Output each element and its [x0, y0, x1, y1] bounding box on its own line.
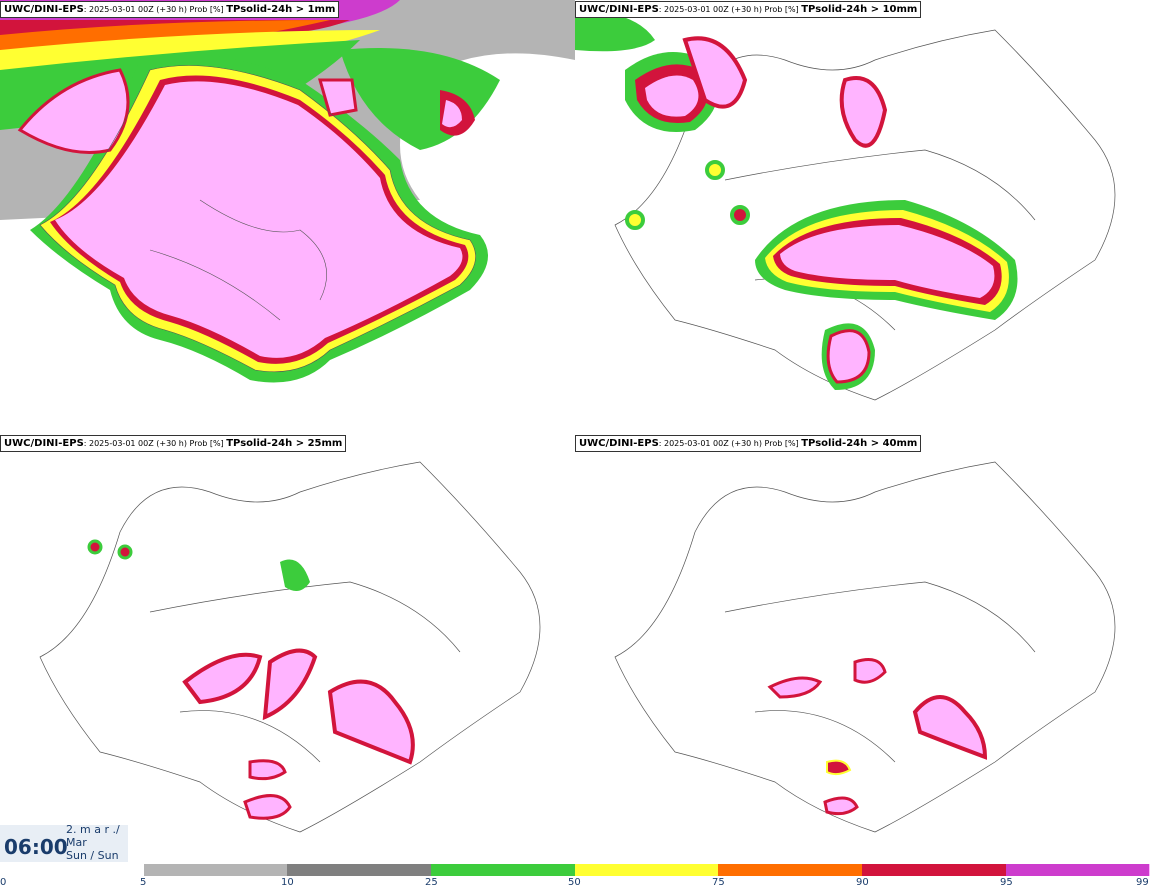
colorbar-tick: 50: [568, 877, 581, 888]
valid-time: 06:00: [4, 835, 68, 859]
colorbar-tick: 95: [1000, 877, 1013, 888]
colorbar-tick: 99: [1136, 877, 1149, 888]
valid-date: 2. m a r ./ Mar Sun / Sun: [66, 825, 120, 862]
map-panel-1mm: UWC/DINI-EPS: 2025-03-01 00Z (+30 h) Pro…: [0, 0, 575, 430]
valid-time-box: 06:00 2. m a r ./ Mar Sun / Sun: [0, 825, 128, 862]
map-panel-40mm: UWC/DINI-EPS: 2025-03-01 00Z (+30 h) Pro…: [575, 432, 1150, 862]
panel-title: UWC/DINI-EPS: 2025-03-01 00Z (+30 h) Pro…: [575, 435, 922, 452]
probability-map: [575, 10, 1116, 401]
colorbar-tick: 10: [281, 877, 294, 888]
panel-title: UWC/DINI-EPS: 2025-03-01 00Z (+30 h) Pro…: [575, 1, 922, 18]
map-panel-25mm: UWC/DINI-EPS: 2025-03-01 00Z (+30 h) Pro…: [0, 432, 575, 862]
panel-title: UWC/DINI-EPS: 2025-03-01 00Z (+30 h) Pro…: [0, 435, 347, 452]
probability-map: [0, 0, 575, 383]
probability-map: [614, 461, 1116, 833]
map-panel-10mm: UWC/DINI-EPS: 2025-03-01 00Z (+30 h) Pro…: [575, 0, 1150, 430]
colorbar-tick: 5: [140, 877, 147, 888]
colorbar-tick: 0: [0, 877, 7, 888]
probability-map: [39, 461, 541, 833]
panel-title: UWC/DINI-EPS: 2025-03-01 00Z (+30 h) Pro…: [0, 1, 340, 18]
colorbar-tick: 75: [712, 877, 725, 888]
colorbar: [144, 864, 1150, 876]
colorbar-tick: 90: [856, 877, 869, 888]
colorbar-tick: 25: [425, 877, 438, 888]
